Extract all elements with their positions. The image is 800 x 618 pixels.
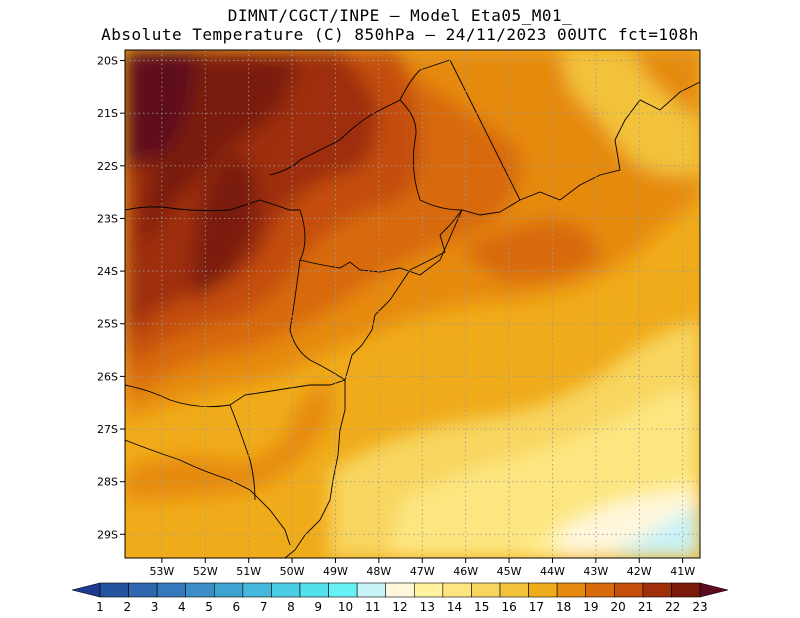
colorbar-swatch — [271, 582, 301, 598]
colorbar-label: 7 — [260, 600, 268, 614]
colorbar-swatch — [413, 582, 444, 598]
temperature-field — [125, 50, 700, 558]
colorbar-swatch — [242, 582, 272, 598]
lon-label: 47W — [410, 565, 435, 578]
colorbar-label: 16 — [501, 600, 516, 614]
lat-label: 26S — [97, 370, 118, 383]
colorbar-swatch — [185, 582, 215, 598]
latitude-axis: 20S 21S 22S 23S 24S 25S 26S 27S 28S 29S — [97, 55, 125, 541]
lon-label: 44W — [540, 565, 565, 578]
colorbar-swatch — [499, 582, 529, 598]
colorbar-label: 9 — [314, 600, 322, 614]
colorbar-label: 2 — [123, 600, 131, 614]
map-frame — [124, 49, 701, 559]
colorbar-label: 20 — [611, 600, 626, 614]
lat-label: 22S — [97, 160, 118, 173]
grid-lines — [125, 50, 700, 558]
lon-label: 41W — [670, 565, 695, 578]
lat-label: 20S — [97, 55, 118, 68]
colorbar-swatch — [213, 582, 244, 598]
lon-label: 51W — [236, 565, 261, 578]
lon-label: 43W — [583, 565, 608, 578]
colorbar-label: 21 — [638, 600, 653, 614]
colorbar-label: 4 — [178, 600, 186, 614]
colorbar-swatch — [99, 582, 129, 598]
colorbar-label: 12 — [392, 600, 407, 614]
lon-label: 52W — [193, 565, 218, 578]
colorbar-low-arrow — [71, 582, 101, 598]
colorbar-label: 22 — [665, 600, 680, 614]
lon-label: 53W — [149, 565, 174, 578]
colorbar-swatch — [613, 582, 644, 598]
map-title-line2: Absolute Temperature (C) 850hPa – 24/11/… — [101, 25, 699, 44]
lon-label: 48W — [366, 565, 391, 578]
colorbar-swatch — [471, 582, 501, 598]
colorbar-swatch — [556, 582, 587, 598]
lat-label: 28S — [97, 476, 118, 489]
colorbar-swatch — [642, 582, 672, 598]
colorbar-label: 3 — [151, 600, 159, 614]
colorbar-label: 8 — [287, 600, 295, 614]
colorbar-label: 11 — [365, 600, 380, 614]
lon-label: 50W — [280, 565, 305, 578]
colorbar-swatch — [299, 582, 329, 598]
colorbar-swatch — [442, 582, 472, 598]
colorbar-swatch — [385, 582, 415, 598]
lat-label: 27S — [97, 423, 118, 436]
lat-label: 23S — [97, 212, 118, 225]
lon-label: 46W — [453, 565, 478, 578]
lat-label: 29S — [97, 528, 118, 541]
lon-label: 45W — [497, 565, 522, 578]
colorbar-label: 18 — [556, 600, 571, 614]
colorbar-label: 15 — [474, 600, 489, 614]
colorbar-swatch — [528, 582, 558, 598]
colorbar-swatch — [156, 582, 187, 598]
coastline-and-borders — [125, 59, 700, 558]
lon-label: 42W — [627, 565, 652, 578]
colorbar-label: 1 — [96, 600, 104, 614]
colorbar-label: 17 — [529, 600, 544, 614]
colorbar-swatch — [585, 582, 615, 598]
colorbar-swatch — [356, 582, 387, 598]
longitude-axis: 53W 52W 51W 50W 49W 48W 47W 46W 45W 44W 43W 42W 41W — [149, 558, 695, 578]
colorbar-label: 23 — [692, 600, 707, 614]
colorbar-swatch — [328, 582, 358, 598]
colorbar-label: 13 — [420, 600, 435, 614]
colorbar-label: 19 — [583, 600, 598, 614]
lon-label: 49W — [323, 565, 348, 578]
colorbar-high-arrow — [699, 582, 729, 598]
colorbar-label: 14 — [447, 600, 462, 614]
lat-label: 25S — [97, 318, 118, 331]
colorbar-swatch — [128, 582, 158, 598]
map-title-line1: DIMNT/CGCT/INPE – Model Eta05_M01_ — [227, 6, 573, 25]
colorbar-label: 5 — [205, 600, 213, 614]
colorbar-swatch — [671, 582, 701, 598]
colorbar-label: 6 — [233, 600, 241, 614]
colorbar-label: 10 — [338, 600, 353, 614]
lat-label: 24S — [97, 265, 118, 278]
lat-label: 21S — [97, 107, 118, 120]
